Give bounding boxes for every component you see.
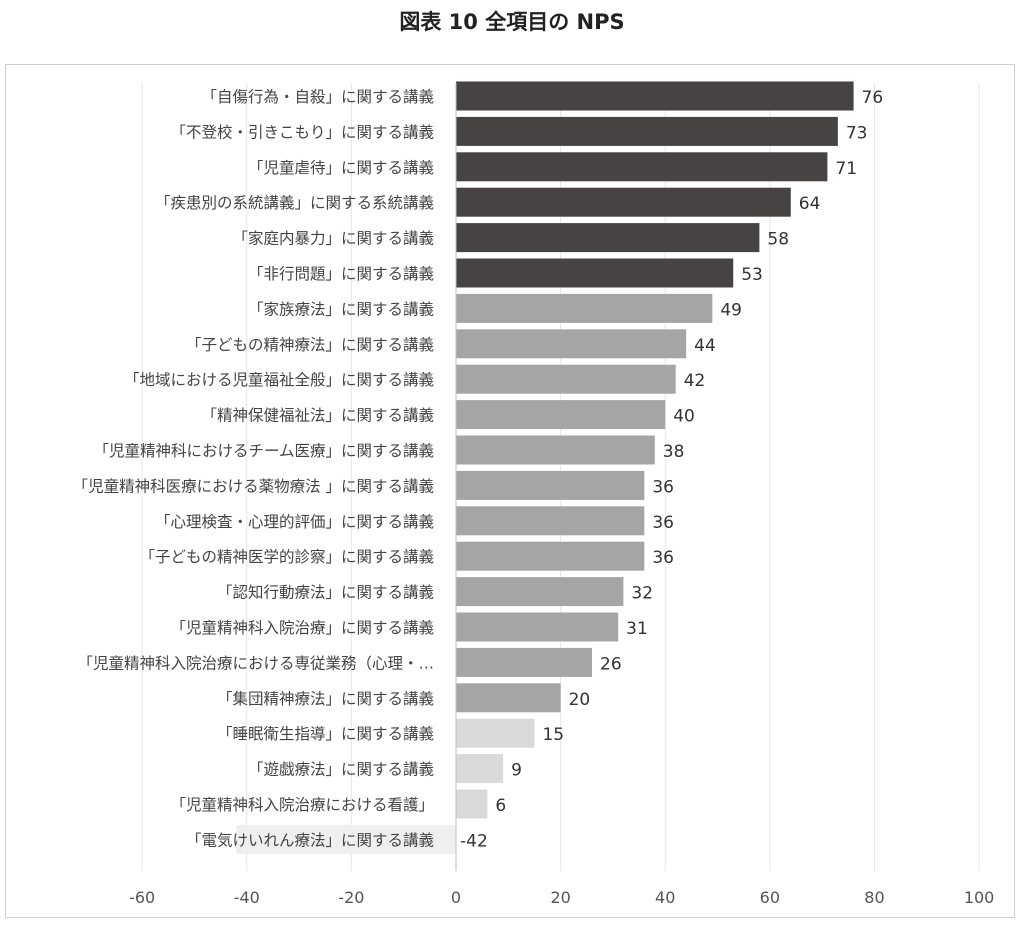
category-label: 「自傷行為・自殺」に関する講義	[201, 88, 434, 106]
x-tick-label: 60	[760, 888, 780, 907]
data-label: 58	[767, 230, 789, 250]
data-label: 40	[673, 407, 695, 427]
bar	[456, 364, 676, 394]
chart-title: 図表 10 全項目の NPS	[399, 10, 625, 34]
category-label: 「不登校・引きこもり」に関する講義	[170, 123, 434, 141]
category-label: 「電気けいれん療法」に関する講義	[186, 831, 434, 849]
data-label: 31	[626, 619, 648, 639]
bar	[236, 824, 456, 854]
data-label: 36	[652, 477, 674, 497]
category-label: 「疾患別の系統講義」に関する系統講義	[155, 194, 434, 212]
category-label: 「児童虐待」に関する講義	[248, 158, 434, 177]
x-tick-label: 20	[550, 888, 570, 907]
category-label: 「家庭内暴力」に関する講義	[232, 230, 434, 248]
bar	[456, 152, 828, 182]
category-label: 「児童精神科におけるチーム医療」に関する講義	[93, 441, 434, 460]
category-label: 「精神保健福祉法」に関する講義	[201, 407, 434, 425]
category-label: 「認知行動療法」に関する講義	[217, 584, 434, 602]
bar	[456, 754, 504, 784]
category-label: 「子どもの精神医学的診察」に関する講義	[139, 548, 434, 566]
bar	[456, 293, 713, 323]
bar	[456, 470, 645, 500]
data-label: 36	[652, 548, 674, 568]
data-label: 53	[741, 265, 763, 285]
data-label: 15	[542, 725, 564, 745]
x-tick-label: 0	[451, 888, 461, 907]
category-label: 「地域における児童福祉全般」に関する講義	[124, 370, 434, 389]
bar	[456, 683, 561, 713]
bar	[456, 116, 838, 146]
bar	[456, 435, 655, 465]
bar	[456, 577, 624, 607]
data-label: 64	[799, 194, 821, 214]
data-label: 38	[663, 442, 685, 462]
category-label: 「子どもの精神療法」に関する講義	[186, 336, 434, 354]
bar	[456, 400, 666, 430]
category-label: 「児童精神科入院治療」に関する講義	[170, 618, 434, 637]
bar	[456, 647, 593, 677]
data-label: 71	[835, 159, 857, 179]
category-label: 「児童精神科入院治療における看護」	[170, 795, 434, 814]
bar	[456, 506, 645, 536]
bar	[456, 329, 687, 359]
data-label: 36	[652, 513, 674, 533]
data-label: 49	[720, 300, 742, 320]
category-label: 「児童精神科医療における薬物療法 」に関する講義	[73, 476, 434, 495]
category-label: 「非行問題」に関する講義	[248, 265, 434, 283]
category-label: 「集団精神療法」に関する講義	[217, 690, 434, 708]
bar	[456, 223, 760, 253]
category-label: 「児童精神科入院治療における専従業務（心理・…	[77, 653, 434, 672]
chart-area: -60 -40 -20 0 20 40 60 80 100 「自傷行為・自殺」に関する講義 76 「不…	[5, 64, 1015, 918]
data-label: 9	[511, 761, 522, 781]
data-label: 32	[631, 584, 653, 604]
data-label: 73	[846, 123, 868, 143]
bar	[456, 81, 854, 111]
bar	[456, 187, 791, 217]
data-label: 26	[600, 654, 622, 674]
data-label: 42	[684, 371, 706, 391]
category-label: 「家族療法」に関する講義	[248, 300, 434, 318]
data-label: 6	[495, 796, 506, 816]
x-tick-label: -60	[129, 888, 155, 907]
data-label: -42	[460, 831, 488, 851]
x-tick-label: 80	[864, 888, 884, 907]
data-label: 76	[862, 88, 884, 108]
x-tick-label: -40	[234, 888, 260, 907]
category-label: 「心理検査・心理的評価」に関する講義	[155, 513, 434, 531]
bar-chart: -60 -40 -20 0 20 40 60 80 100 「自傷行為・自殺」に関する講義 76 「不…	[73, 81, 995, 907]
category-label: 「睡眠衛生指導」に関する講義	[217, 725, 434, 743]
x-tick-label: -20	[338, 888, 364, 907]
bar	[456, 789, 488, 819]
data-label: 44	[694, 336, 716, 356]
bar	[456, 258, 734, 288]
category-label: 「遊戯療法」に関する講義	[248, 761, 434, 779]
bar	[456, 541, 645, 571]
bar	[456, 718, 535, 748]
x-tick-label: 100	[964, 888, 995, 907]
x-tick-label: 40	[655, 888, 675, 907]
bar	[456, 612, 619, 642]
data-label: 20	[569, 690, 591, 710]
